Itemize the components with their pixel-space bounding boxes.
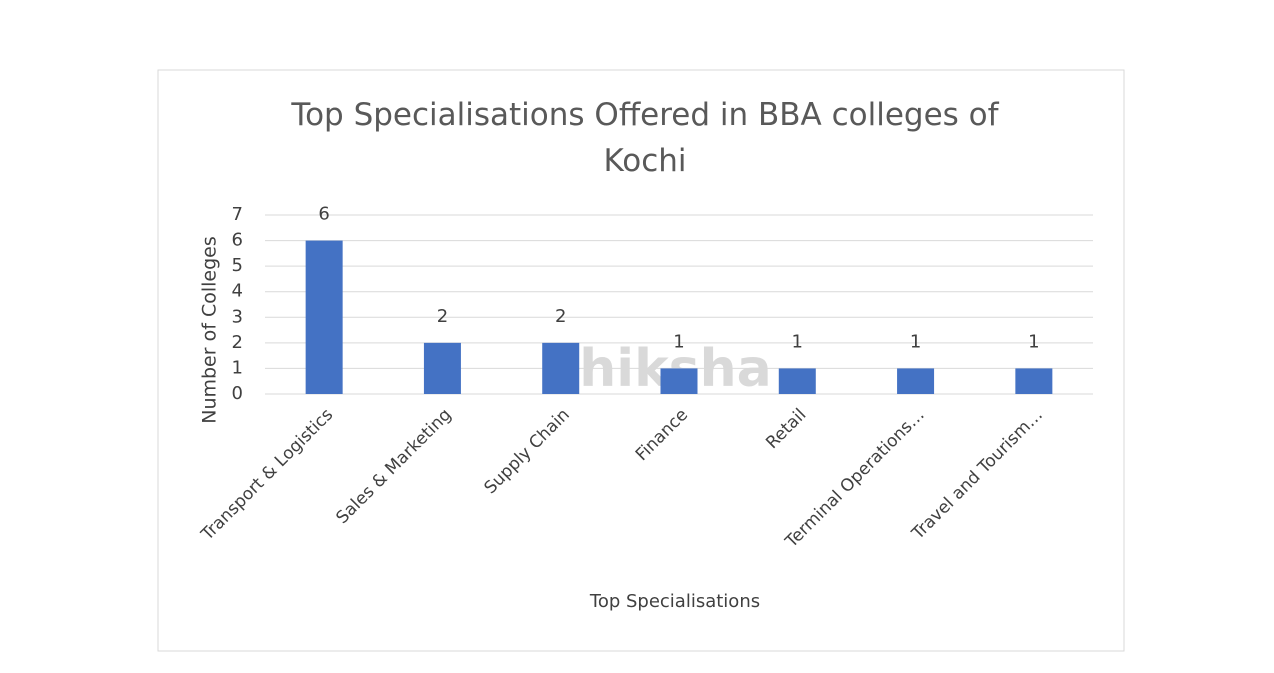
y-tick-label: 6 (232, 230, 243, 251)
y-tick-label: 4 (232, 281, 243, 302)
y-axis-label: Number of Colleges (199, 236, 221, 424)
y-tick-label: 0 (232, 383, 243, 404)
data-label: 1 (1028, 331, 1039, 352)
bar (305, 240, 343, 394)
y-tick-label: 3 (232, 306, 243, 327)
y-tick-label: 1 (232, 357, 243, 378)
data-label: 6 (318, 204, 329, 225)
bar (660, 368, 698, 394)
chart-title: Top Specialisations Offered in BBA colle… (291, 97, 999, 179)
bar (1015, 368, 1053, 394)
y-tick-label: 7 (232, 204, 243, 225)
data-label: 1 (792, 331, 803, 352)
y-tick-label: 5 (232, 255, 243, 276)
data-label: 2 (437, 306, 448, 327)
bar (897, 368, 935, 394)
x-axis-label: Top Specialisations (589, 591, 760, 612)
bar (778, 368, 816, 394)
data-label: 1 (910, 331, 921, 352)
bar (423, 342, 461, 394)
bar (542, 342, 580, 394)
y-tick-label: 2 (232, 332, 243, 353)
watermark: shiksha (548, 339, 771, 399)
data-label: 2 (555, 306, 566, 327)
data-label: 1 (673, 331, 684, 352)
